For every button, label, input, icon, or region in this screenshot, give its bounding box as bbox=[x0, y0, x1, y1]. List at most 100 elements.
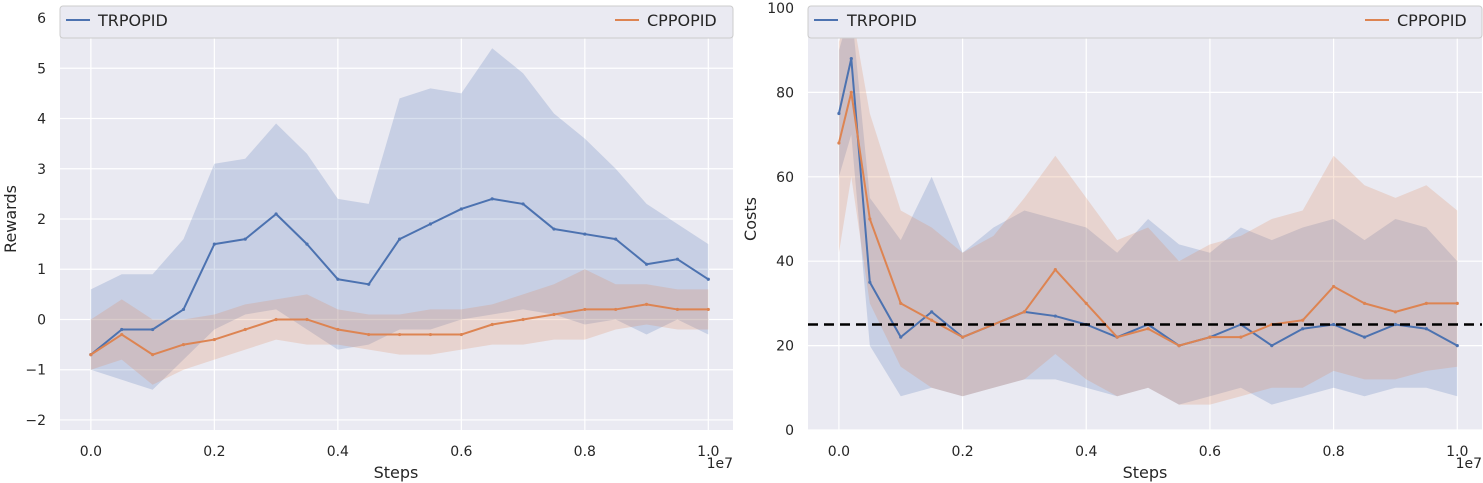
point-trpopid bbox=[706, 277, 710, 281]
point-cppopid bbox=[644, 302, 649, 307]
point-cppopid bbox=[1053, 268, 1057, 272]
point-cppopid bbox=[212, 337, 216, 342]
point-cppopid bbox=[1022, 310, 1027, 314]
legend-frame bbox=[807, 5, 1483, 39]
point-trpopid bbox=[490, 197, 494, 201]
point-trpopid bbox=[367, 282, 371, 286]
y-tick-label: −1 bbox=[25, 363, 46, 379]
legend-label-cppopid: CPPOPID bbox=[647, 11, 717, 30]
legend: TRPOPID CPPOPID bbox=[59, 5, 734, 39]
point-cppopid bbox=[614, 307, 618, 312]
point-cppopid bbox=[1115, 335, 1119, 339]
tick-labels: 0.0 0.2 0.4 0.6 0.8 1.0 0 20 40 60 80 100 bbox=[767, 1, 1468, 460]
point-cppopid bbox=[1301, 318, 1305, 322]
point-trpopid bbox=[521, 202, 525, 206]
point-trpopid bbox=[120, 327, 124, 332]
point-trpopid bbox=[899, 335, 903, 339]
y-tick-label: 1 bbox=[37, 262, 46, 278]
x-tick-label: 0.8 bbox=[1322, 444, 1344, 460]
x-tick-label: 0.4 bbox=[327, 444, 349, 460]
point-trpopid bbox=[274, 212, 278, 216]
point-cppopid bbox=[1455, 301, 1459, 305]
point-trpopid bbox=[868, 280, 872, 284]
y-axis-label: Rewards bbox=[1, 185, 20, 253]
y-tick-label: 3 bbox=[37, 162, 46, 178]
legend-label-trpopid: TRPOPID bbox=[97, 11, 168, 30]
point-cppopid bbox=[336, 327, 340, 332]
line-trpopid bbox=[837, 57, 1458, 347]
point-cppopid bbox=[1393, 310, 1398, 314]
plot-background bbox=[808, 8, 1482, 430]
point-trpopid bbox=[614, 237, 618, 241]
point-cppopid bbox=[181, 342, 186, 347]
point-trpopid bbox=[1424, 327, 1428, 331]
point-cppopid bbox=[274, 317, 278, 322]
point-cppopid bbox=[89, 353, 93, 357]
y-tick-label: −2 bbox=[25, 413, 46, 429]
point-trpopid bbox=[930, 310, 934, 314]
point-cppopid bbox=[428, 332, 433, 337]
point-trpopid bbox=[305, 242, 309, 246]
point-cppopid bbox=[1424, 301, 1428, 305]
band-trpopid bbox=[90, 48, 709, 390]
point-trpopid bbox=[151, 327, 155, 332]
x-tick-label: 1.0 bbox=[1446, 444, 1468, 460]
point-trpopid bbox=[1455, 344, 1459, 348]
point-trpopid bbox=[336, 277, 340, 281]
point-cppopid bbox=[960, 335, 965, 339]
y-axis-label: Costs bbox=[741, 197, 760, 241]
y-tick-label: 0 bbox=[785, 423, 794, 439]
x-tick-label: 0.2 bbox=[203, 444, 225, 460]
point-cppopid bbox=[930, 318, 934, 322]
point-trpopid bbox=[459, 207, 463, 211]
chart-rewards: 0.0 0.2 0.4 0.6 0.8 1.0 −2 −1 0 1 2 3 4 5 6 Steps Rewa… bbox=[1, 5, 734, 482]
y-tick-label: 0 bbox=[37, 312, 46, 328]
point-trpopid bbox=[1053, 314, 1057, 318]
point-trpopid bbox=[644, 262, 649, 266]
point-cppopid bbox=[1362, 301, 1367, 305]
band-cppopid bbox=[838, 8, 1458, 405]
point-trpopid bbox=[181, 307, 186, 312]
x-tick-label: 1.0 bbox=[697, 444, 719, 460]
x-tick-label: 0.8 bbox=[574, 444, 596, 460]
point-trpopid bbox=[1393, 322, 1398, 327]
x-tick-label: 0.0 bbox=[80, 444, 102, 460]
x-scale-label: 1e7 bbox=[707, 456, 733, 472]
point-cppopid bbox=[490, 322, 494, 327]
point-cppopid bbox=[367, 332, 371, 337]
point-trpopid bbox=[1331, 322, 1336, 327]
x-tick-label: 0.6 bbox=[1199, 444, 1221, 460]
point-trpopid bbox=[1301, 327, 1305, 331]
y-tick-label: 80 bbox=[776, 85, 794, 101]
point-trpopid bbox=[428, 222, 433, 226]
confidence-bands bbox=[90, 48, 709, 390]
y-tick-label: 100 bbox=[767, 1, 794, 17]
x-scale-label: 1e7 bbox=[1456, 456, 1482, 472]
legend-label-cppopid: CPPOPID bbox=[1397, 11, 1467, 30]
point-cppopid bbox=[868, 217, 872, 221]
point-trpopid bbox=[212, 242, 216, 246]
point-trpopid bbox=[849, 57, 853, 61]
series-lines bbox=[89, 197, 710, 357]
y-tick-label: 5 bbox=[37, 61, 46, 77]
point-cppopid bbox=[397, 332, 402, 337]
x-axis-label: Steps bbox=[374, 463, 419, 482]
point-trpopid bbox=[397, 237, 402, 241]
point-cppopid bbox=[1331, 284, 1336, 289]
point-trpopid bbox=[1270, 344, 1274, 348]
point-cppopid bbox=[1239, 335, 1243, 339]
confidence-bands bbox=[838, 8, 1458, 405]
legend: TRPOPID CPPOPID bbox=[807, 5, 1483, 39]
point-cppopid bbox=[521, 317, 525, 322]
point-cppopid bbox=[583, 307, 587, 312]
point-cppopid bbox=[1146, 327, 1150, 331]
legend-label-trpopid: TRPOPID bbox=[846, 11, 917, 30]
y-tick-label: 4 bbox=[37, 112, 46, 128]
y-tick-label: 60 bbox=[776, 170, 794, 186]
point-cppopid bbox=[1208, 335, 1212, 339]
point-cppopid bbox=[151, 353, 155, 357]
point-cppopid bbox=[305, 317, 309, 322]
point-cppopid bbox=[675, 307, 680, 312]
line-cppopid bbox=[837, 91, 1458, 347]
band-trpopid bbox=[838, 8, 1458, 405]
